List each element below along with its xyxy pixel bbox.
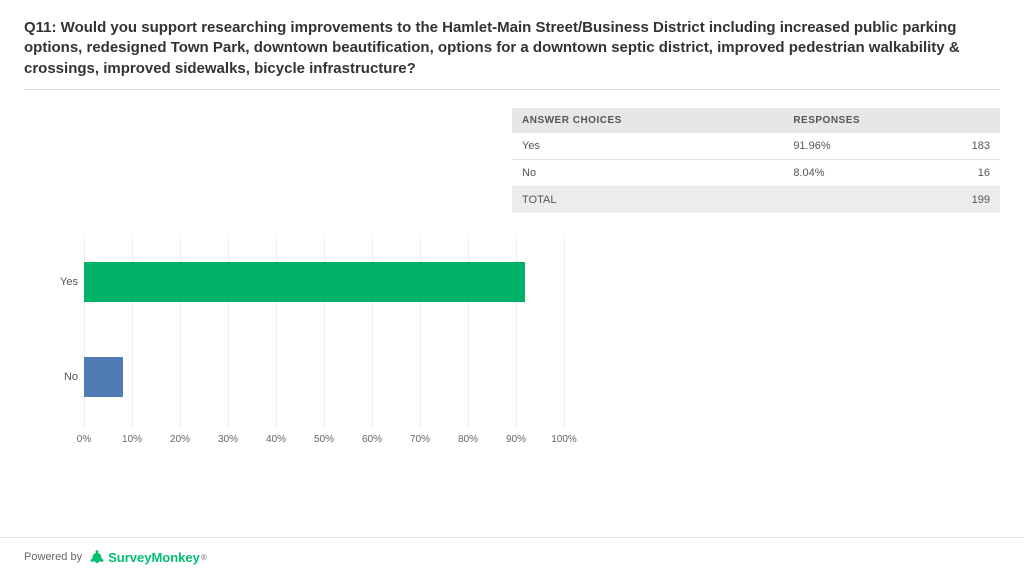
x-tick-label: 80% — [458, 434, 478, 445]
total-label: TOTAL — [512, 186, 783, 213]
choice-pct: 8.04% — [783, 159, 913, 186]
x-tick-label: 10% — [122, 434, 142, 445]
gridline — [564, 238, 565, 428]
bar-row: Yes — [84, 258, 564, 306]
footer: Powered by SurveyMonkey® — [0, 537, 1024, 576]
powered-by-label: Powered by — [24, 551, 82, 563]
x-tick-label: 70% — [410, 434, 430, 445]
surveymonkey-brand: SurveyMonkey® — [88, 548, 207, 566]
table-row: Yes91.96%183 — [512, 133, 1000, 160]
col-header-responses: RESPONSES — [783, 108, 1000, 133]
choice-count: 183 — [913, 133, 1000, 160]
table-total-row: TOTAL 199 — [512, 186, 1000, 213]
surveymonkey-icon — [88, 548, 106, 566]
x-tick-label: 30% — [218, 434, 238, 445]
x-tick-label: 20% — [170, 434, 190, 445]
registered-mark: ® — [201, 553, 207, 562]
responses-table: ANSWER CHOICES RESPONSES Yes91.96%183No8… — [512, 108, 1000, 213]
choice-pct: 91.96% — [783, 133, 913, 160]
bar — [84, 262, 525, 302]
bar — [84, 357, 123, 397]
question-title: Q11: Would you support researching impro… — [24, 18, 1000, 90]
choice-label: Yes — [512, 133, 783, 160]
x-tick-label: 60% — [362, 434, 382, 445]
y-category-label: No — [44, 371, 78, 383]
choice-count: 16 — [913, 159, 1000, 186]
x-tick-label: 90% — [506, 434, 526, 445]
x-tick-label: 100% — [551, 434, 577, 445]
table-row: No8.04%16 — [512, 159, 1000, 186]
y-category-label: Yes — [44, 276, 78, 288]
chart-column: YesNo 0%10%20%30%40%50%60%70%80%90%100% — [24, 108, 512, 213]
bar-row: No — [84, 353, 564, 401]
x-tick-label: 0% — [77, 434, 91, 445]
bar-chart: YesNo 0%10%20%30%40%50%60%70%80%90%100% — [84, 238, 564, 454]
brand-text: SurveyMonkey — [108, 550, 200, 565]
total-count: 199 — [913, 186, 1000, 213]
choice-label: No — [512, 159, 783, 186]
x-tick-label: 50% — [314, 434, 334, 445]
x-tick-label: 40% — [266, 434, 286, 445]
col-header-choices: ANSWER CHOICES — [512, 108, 783, 133]
